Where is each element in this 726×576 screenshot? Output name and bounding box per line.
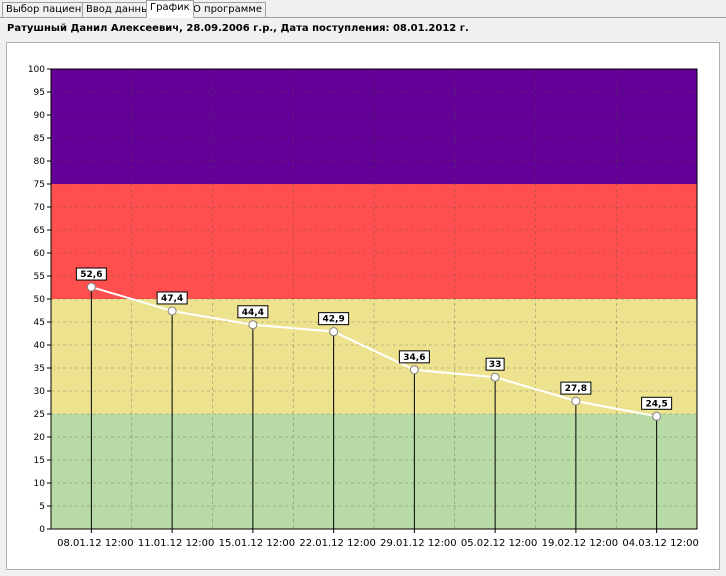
tab-bar: Выбор пациента Ввод данных График О прог…: [0, 0, 726, 18]
data-point: [248, 320, 258, 330]
data-label: 24,5: [646, 399, 668, 409]
data-point: [409, 365, 419, 375]
tab-about[interactable]: О программе: [189, 2, 267, 17]
y-tick-label: 75: [34, 180, 45, 190]
y-tick-label: 15: [34, 456, 45, 466]
data-point: [86, 282, 96, 292]
y-tick-label: 70: [34, 203, 46, 213]
chart: 0 5 10 15 20 25 30 35 40 45 50 55 60 65 70 75 80 85 90 95 10…: [28, 65, 699, 549]
patient-header: Ратушный Данил Алексеевич, 28.09.2006 г.…: [7, 23, 469, 34]
data-label-box: [560, 381, 592, 395]
y-tick-label: 25: [34, 410, 45, 420]
data-point: [490, 372, 500, 382]
x-tick-label: 11.01.12 12:00: [138, 538, 215, 549]
y-tick-label: 60: [34, 249, 46, 259]
data-label-box: [485, 357, 505, 371]
data-point: [167, 306, 177, 316]
x-tick-label: 19.02.12 12:00: [542, 538, 619, 549]
tab-chart[interactable]: График: [146, 0, 194, 18]
x-tick-label: 08.01.12 12:00: [57, 538, 134, 549]
data-label: 42,9: [323, 315, 345, 325]
data-label: 52,6: [80, 270, 102, 280]
x-tick-label: 15.01.12 12:00: [219, 538, 296, 549]
data-label-box: [237, 305, 269, 319]
x-tick-label: 22.01.12 12:00: [299, 538, 376, 549]
data-label-box: [75, 267, 107, 281]
y-tick-label: 20: [34, 433, 46, 443]
x-tick-label: 05.02.12 12:00: [461, 538, 538, 549]
y-tick-label: 65: [34, 226, 45, 236]
series-line: [91, 286, 657, 418]
x-tick-label: 04.03.12 12:00: [622, 538, 699, 549]
y-tick-label: 80: [34, 157, 46, 167]
y-tick-label: 50: [34, 295, 46, 305]
y-tick-label: 0: [39, 525, 45, 535]
y-tick-label: 100: [28, 65, 45, 75]
chart-panel: 0 5 10 15 20 25 30 35 40 45 50 55 60 65 70 75 80 85 90 95 10…: [6, 42, 720, 570]
data-point: [329, 327, 339, 337]
y-tick-label: 85: [34, 134, 45, 144]
y-tick-label: 90: [34, 111, 46, 121]
data-label-box: [641, 396, 673, 410]
data-label: 27,8: [565, 384, 587, 394]
data-point: [652, 411, 662, 421]
y-tick-label: 30: [34, 387, 46, 397]
x-tick-label: 29.01.12 12:00: [380, 538, 457, 549]
y-tick-label: 55: [34, 272, 45, 282]
data-point: [571, 396, 581, 406]
y-tick-label: 5: [39, 502, 45, 512]
data-label: 44,4: [242, 308, 264, 318]
data-label: 47,4: [161, 294, 183, 304]
y-tick-label: 10: [34, 479, 46, 489]
y-tick-label: 40: [34, 341, 46, 351]
y-tick-label: 45: [34, 318, 45, 328]
y-tick-label: 35: [34, 364, 45, 374]
y-tick-label: 95: [34, 88, 45, 98]
data-label-box: [398, 350, 430, 364]
data-label: 33: [489, 360, 502, 370]
data-label: 34,6: [403, 353, 425, 363]
data-label-box: [318, 312, 350, 326]
data-label-box: [156, 291, 188, 305]
